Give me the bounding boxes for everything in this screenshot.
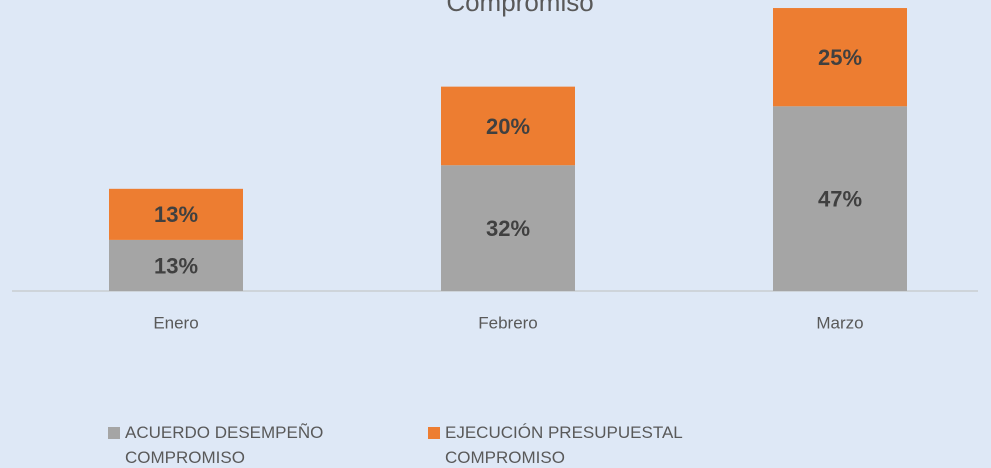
data-label: 20% — [486, 114, 530, 139]
legend-label: ACUERDO DESEMPEÑO COMPROMISO — [125, 423, 324, 467]
data-label: 13% — [154, 253, 198, 278]
data-label: 13% — [154, 202, 198, 227]
bar-segment — [109, 239, 243, 291]
bar-segment — [109, 188, 243, 240]
data-label: 47% — [818, 186, 862, 211]
bar-segment — [773, 8, 907, 107]
legend-swatch — [108, 427, 120, 439]
bar-segment — [441, 165, 575, 291]
data-label: 25% — [818, 45, 862, 70]
legend-swatch — [428, 427, 440, 439]
x-tick-label: Enero — [153, 313, 198, 332]
data-label: 32% — [486, 216, 530, 241]
chart-title: Compromiso — [446, 0, 593, 17]
bar-segment — [441, 86, 575, 166]
x-tick-label: Febrero — [478, 313, 538, 332]
legend-label: EJECUCIÓN PRESUPUESTAL COMPROMISO — [445, 423, 683, 467]
x-tick-label: Marzo — [816, 313, 863, 332]
bar-segment — [773, 106, 907, 291]
